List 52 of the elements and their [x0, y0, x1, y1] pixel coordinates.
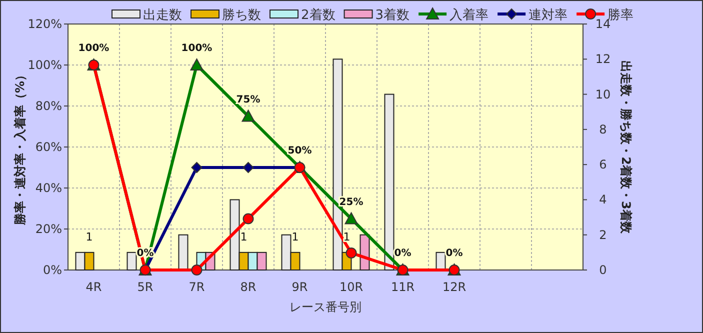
legend-label: 勝ち数 — [222, 8, 261, 23]
y-tick-label: 100% — [28, 58, 62, 72]
data-label: 0% — [446, 248, 463, 259]
point — [344, 212, 358, 224]
x-tick-label: 9R — [292, 280, 308, 294]
point — [242, 213, 254, 224]
x-tick-label: 5R — [137, 280, 154, 294]
legend-label: 連対率 — [528, 7, 568, 23]
point — [190, 58, 204, 70]
y-tick-label: 0% — [42, 263, 62, 277]
data-label: 50% — [288, 146, 312, 156]
y2-tick-label: 0 — [599, 263, 607, 277]
data-label: 100% — [78, 43, 110, 54]
x-tick-label: 4R — [86, 280, 102, 294]
x-tick-label: 10R — [339, 280, 364, 294]
point — [191, 264, 202, 276]
data-label: 1 — [343, 230, 350, 244]
bar — [384, 94, 394, 270]
point — [191, 162, 202, 173]
y2-tick-label: 4 — [599, 192, 607, 207]
y-tick-label: 20% — [35, 222, 62, 236]
point — [242, 162, 254, 173]
legend-label: 3着数 — [375, 7, 410, 23]
y2-tick-label: 8 — [599, 122, 607, 136]
y-tick-label: 60% — [35, 140, 62, 154]
x-tick-label: 7R — [188, 280, 205, 294]
y-tick-label: 80% — [35, 99, 62, 113]
data-label: 1 — [292, 230, 299, 244]
y2-axis-title: 出走数・勝ち数・2着数・3着数 — [619, 60, 633, 234]
legend-label: 出走数 — [143, 8, 182, 23]
bar — [178, 234, 188, 270]
x-axis-title: レース番号別 — [290, 300, 362, 314]
y-tick-label: 40% — [35, 181, 62, 195]
y2-tick-label: 10 — [595, 87, 611, 102]
data-label: 100% — [181, 43, 212, 54]
legend-label: 2着数 — [301, 7, 336, 23]
x-tick-label: 12R — [442, 280, 466, 294]
bar — [126, 252, 137, 270]
data-label: 75% — [236, 94, 260, 106]
y-axis-title: 勝率・連対率・入着率（%） — [13, 68, 27, 226]
data-label: 1 — [86, 230, 93, 244]
y2-tick-label: 6 — [599, 158, 607, 172]
data-label: 0% — [394, 248, 412, 259]
y2-tick-label: 2 — [599, 228, 607, 242]
x-tick-label: 11R — [390, 280, 415, 294]
data-label: 1 — [240, 230, 248, 244]
y-tick-label: 120% — [28, 17, 62, 31]
point — [242, 110, 255, 122]
point — [346, 247, 357, 258]
y2-tick-label: 12 — [595, 52, 611, 66]
x-tick-label: 8R — [240, 280, 256, 294]
legend-label: 入着率 — [450, 7, 489, 23]
